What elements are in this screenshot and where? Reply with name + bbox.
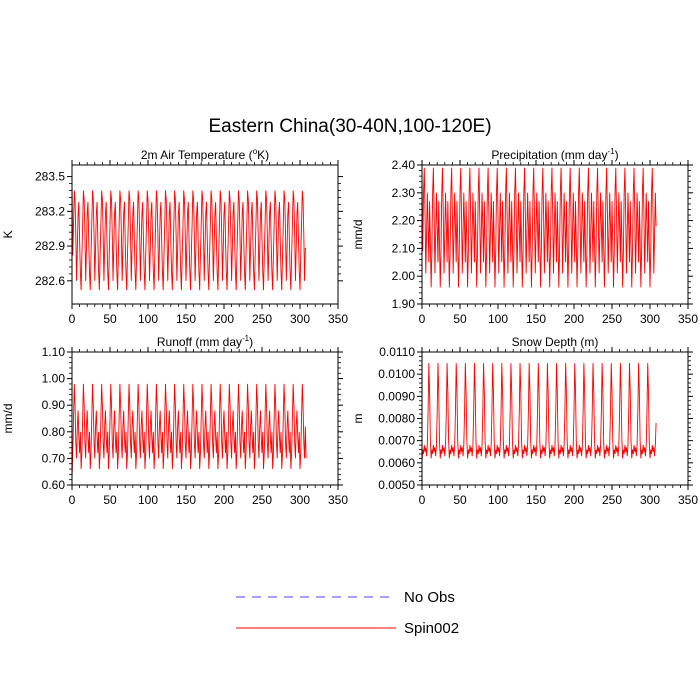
y-tick-label: 0.90 <box>42 398 66 412</box>
y-tick-label: 0.0060 <box>378 456 415 470</box>
y-tick-label: 282.6 <box>35 274 65 288</box>
panel-title: Runoff (mm day-1) <box>157 334 253 349</box>
x-tick-label: 100 <box>488 312 508 326</box>
y-tick-label: 0.0070 <box>378 434 415 448</box>
panel-2: 0 50 100 150 200 250 300 350 1.90 2.00 2.10 2.20 2.3… <box>351 147 698 326</box>
x-tick-label: 50 <box>453 493 467 507</box>
y-axis-label: mm/d <box>1 404 15 434</box>
y-axis-label: K <box>1 230 15 238</box>
y-tick-label: 0.0050 <box>378 478 415 492</box>
y-tick-label: 0.70 <box>42 451 66 465</box>
y-tick-label: 1.90 <box>392 297 416 311</box>
series-line-spin002 <box>421 167 657 288</box>
y-axis-label: m <box>351 414 365 424</box>
y-tick-label: 1.00 <box>42 372 66 386</box>
x-tick-label: 50 <box>453 312 467 326</box>
x-tick-label: 250 <box>252 312 272 326</box>
x-tick-label: 200 <box>564 312 584 326</box>
x-tick-label: 50 <box>103 493 117 507</box>
x-tick-label: 300 <box>640 493 660 507</box>
series-line-spin002 <box>71 180 307 291</box>
x-tick-label: 150 <box>176 493 196 507</box>
x-tick-label: 0 <box>419 493 426 507</box>
panel-1: 0 50 100 150 200 250 300 350 282.6 282.9 283.2 283.… <box>1 147 348 326</box>
panel-4: 0 50 100 150 200 250 300 350 0.0050 0.0060 0.0070 0… <box>351 335 698 507</box>
x-tick-label: 250 <box>602 312 622 326</box>
legend: No Obs Spin002 <box>236 589 459 637</box>
y-tick-label: 2.10 <box>392 241 416 255</box>
y-tick-label: 2.00 <box>392 269 416 283</box>
x-tick-label: 250 <box>252 493 272 507</box>
y-tick-label: 2.20 <box>392 214 416 228</box>
panel-title: Snow Depth (m) <box>512 335 599 349</box>
x-tick-label: 0 <box>69 312 76 326</box>
series-line-spin002 <box>421 363 657 463</box>
figure-title: Eastern China(30-40N,100-120E) <box>208 116 491 137</box>
x-tick-label: 100 <box>138 312 158 326</box>
x-tick-label: 100 <box>488 493 508 507</box>
y-tick-label: 0.0090 <box>378 389 415 403</box>
y-tick-label: 282.9 <box>35 239 65 253</box>
x-tick-label: 300 <box>290 493 310 507</box>
y-tick-label: 283.2 <box>35 204 65 218</box>
y-tick-label: 0.0080 <box>378 412 415 426</box>
x-tick-label: 350 <box>678 312 698 326</box>
y-tick-label: 1.10 <box>42 345 66 359</box>
y-tick-label: 283.5 <box>35 170 65 184</box>
panel-title: Precipitation (mm day-1) <box>491 147 618 162</box>
plot-frame <box>71 164 339 305</box>
plot-frame <box>421 164 689 305</box>
x-tick-label: 50 <box>103 312 117 326</box>
panel-title: 2m Air Temperature (oK) <box>141 147 269 162</box>
x-tick-label: 350 <box>328 493 348 507</box>
x-tick-label: 250 <box>602 493 622 507</box>
x-tick-label: 0 <box>69 493 76 507</box>
x-tick-label: 100 <box>138 493 158 507</box>
y-axis-label: mm/d <box>351 220 365 250</box>
y-tick-label: 2.40 <box>392 158 416 172</box>
series-line-spin002 <box>71 383 307 480</box>
x-tick-label: 200 <box>214 312 234 326</box>
x-tick-label: 150 <box>526 493 546 507</box>
legend-label: Spin002 <box>404 620 459 637</box>
x-tick-label: 200 <box>214 493 234 507</box>
legend-label: No Obs <box>404 589 455 606</box>
panels: 0 50 100 150 200 250 300 350 282.6 282.9 283.2 283.… <box>1 147 698 507</box>
panel-3: 0 50 100 150 200 250 300 350 0.60 0.70 0.80 0.90 1.0… <box>1 334 348 507</box>
y-tick-label: 2.30 <box>392 186 416 200</box>
x-tick-label: 300 <box>290 312 310 326</box>
x-tick-label: 350 <box>328 312 348 326</box>
x-tick-label: 300 <box>640 312 660 326</box>
y-tick-label: 0.80 <box>42 425 66 439</box>
x-tick-label: 200 <box>564 493 584 507</box>
y-tick-label: 0.60 <box>42 478 66 492</box>
x-tick-label: 150 <box>176 312 196 326</box>
y-tick-label: 0.0110 <box>379 345 415 359</box>
x-tick-label: 350 <box>678 493 698 507</box>
y-tick-label: 0.0100 <box>378 367 415 381</box>
x-tick-label: 150 <box>526 312 546 326</box>
x-tick-label: 0 <box>419 312 426 326</box>
plot-frame <box>71 351 339 486</box>
